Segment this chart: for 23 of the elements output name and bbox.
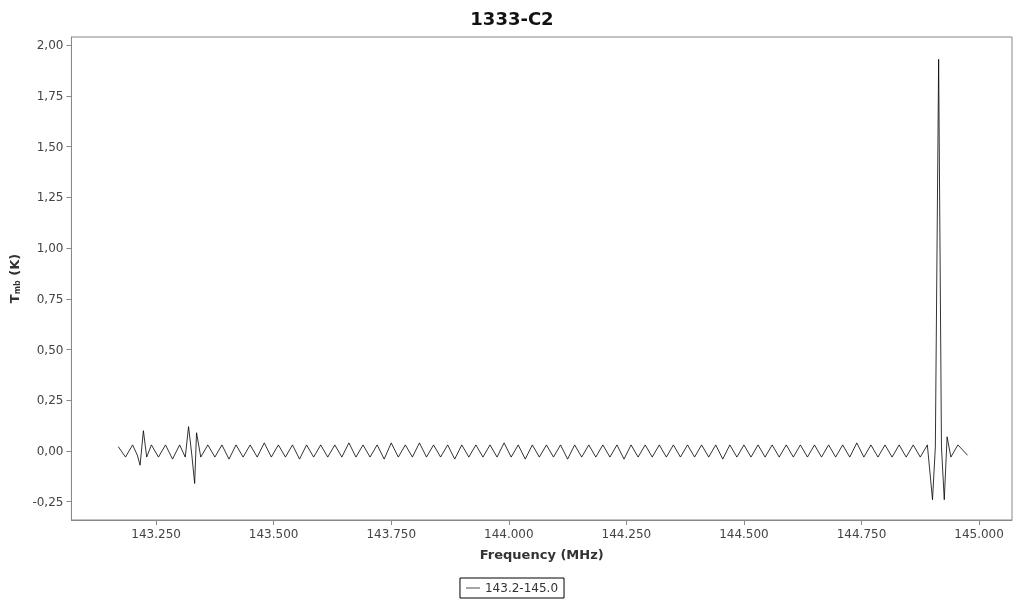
chart-title: 1333-C2 <box>470 7 554 29</box>
x-tick-label: 144.500 <box>719 527 769 541</box>
y-tick-label: 1,75 <box>36 88 64 103</box>
y-tick-label: 0,75 <box>36 291 64 306</box>
x-tick-label: 145.000 <box>954 527 1004 541</box>
x-tick-label: 143.250 <box>131 527 181 541</box>
legend-label: 143.2-145.0 <box>484 581 559 595</box>
x-tick-label: 144.250 <box>601 527 652 541</box>
y-tick-label: 1,00 <box>36 241 64 256</box>
x-tick-label: 144.750 <box>836 527 887 541</box>
y-tick-label: 1,25 <box>36 190 64 205</box>
y-tick-label: 2,00 <box>36 38 64 53</box>
line-series <box>118 58 968 501</box>
y-tick-label: 0,25 <box>36 393 64 408</box>
y-tick-label: 0,00 <box>36 444 64 458</box>
x-tick-label: 143.500 <box>248 527 299 541</box>
x-axis-title: Frequency (MHz) <box>479 547 604 562</box>
x-tick-label: 144.000 <box>483 527 534 541</box>
y-tick-label: 1,50 <box>36 139 64 154</box>
y-tick-label: -0,25 <box>32 494 64 509</box>
x-tick-label: 143.750 <box>366 527 417 541</box>
y-tick-label: 0,50 <box>36 342 64 357</box>
y-axis-title: Tmb (K) <box>7 253 22 304</box>
